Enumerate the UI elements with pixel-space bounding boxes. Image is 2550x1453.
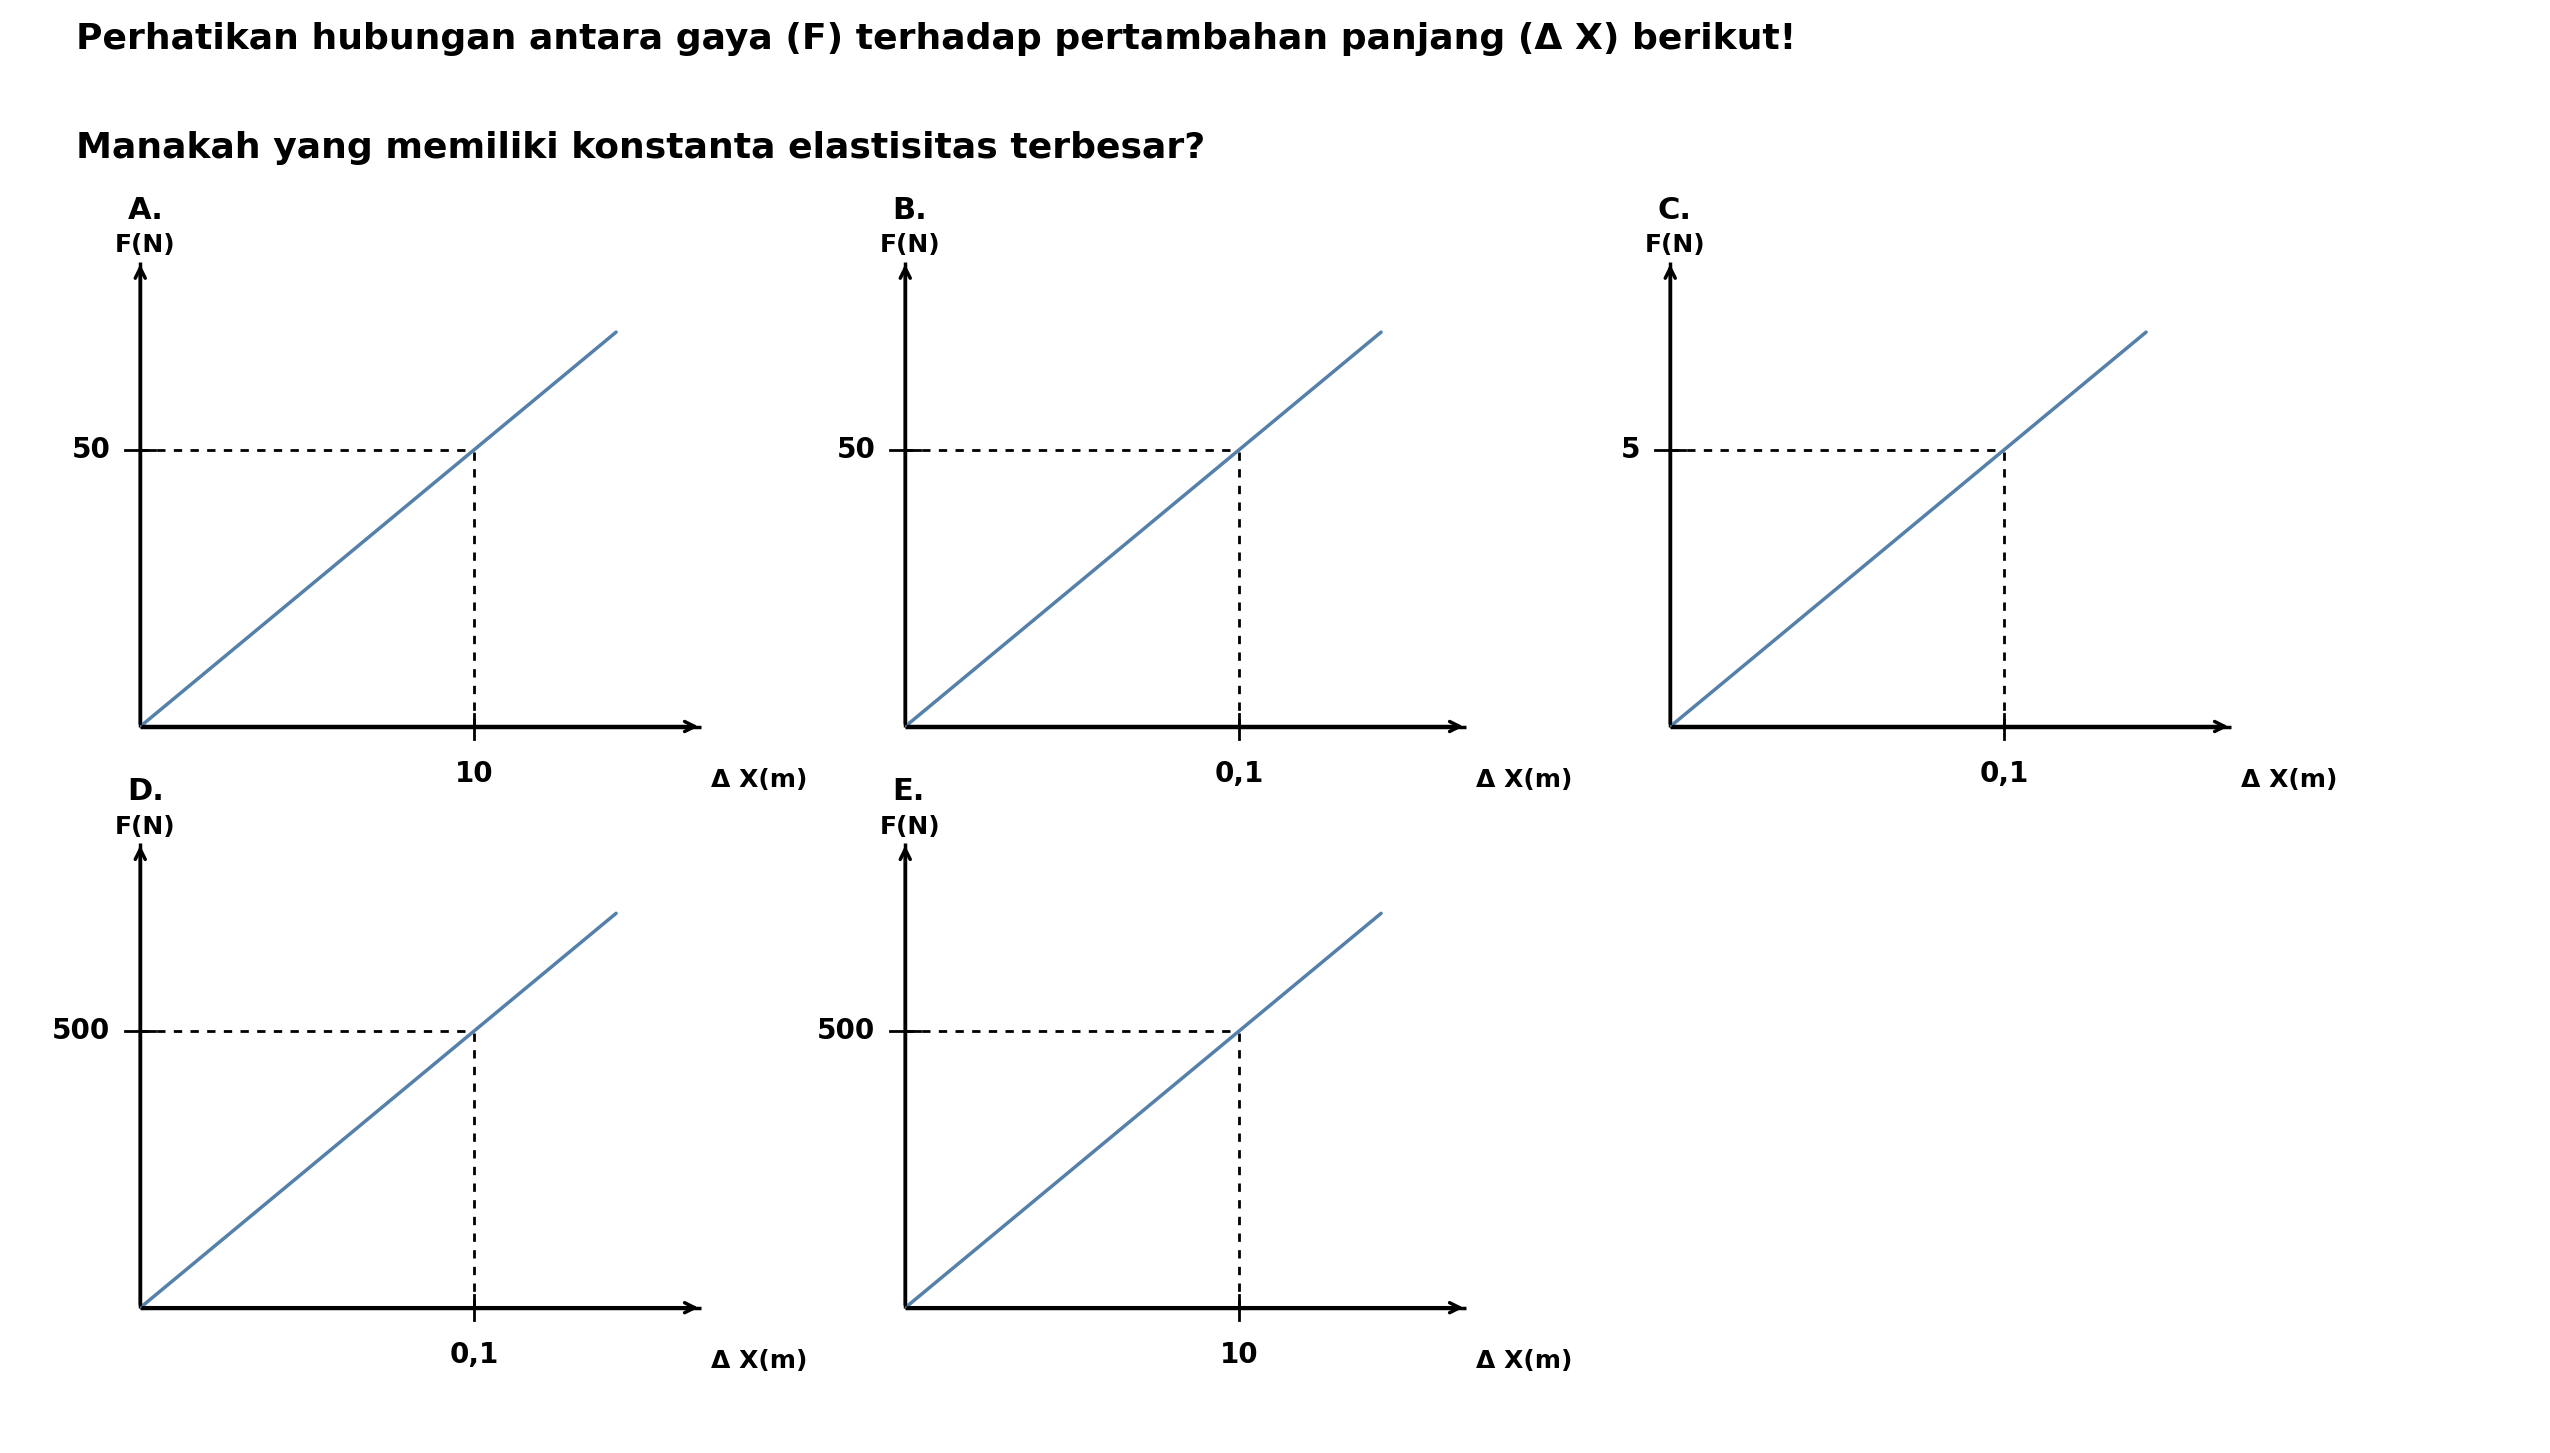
Text: 50: 50 <box>71 436 110 464</box>
Text: 500: 500 <box>51 1017 110 1045</box>
Text: D.: D. <box>128 777 163 806</box>
Text: F(N): F(N) <box>115 815 176 838</box>
Text: Δ X(m): Δ X(m) <box>711 769 808 792</box>
Text: E.: E. <box>892 777 926 806</box>
Text: Δ X(m): Δ X(m) <box>1476 769 1573 792</box>
Text: Δ X(m): Δ X(m) <box>711 1350 808 1373</box>
Text: 10: 10 <box>454 760 495 788</box>
Text: 500: 500 <box>816 1017 875 1045</box>
Text: 5: 5 <box>1622 436 1640 464</box>
Text: F(N): F(N) <box>1645 234 1706 257</box>
Text: Δ X(m): Δ X(m) <box>1476 1350 1573 1373</box>
Text: 10: 10 <box>1219 1341 1260 1369</box>
Text: F(N): F(N) <box>880 234 941 257</box>
Text: F(N): F(N) <box>115 234 176 257</box>
Text: Δ X(m): Δ X(m) <box>2241 769 2338 792</box>
Text: 50: 50 <box>836 436 875 464</box>
Text: 0,1: 0,1 <box>449 1341 500 1369</box>
Text: B.: B. <box>892 196 928 225</box>
Text: Manakah yang memiliki konstanta elastisitas terbesar?: Manakah yang memiliki konstanta elastisi… <box>76 131 1206 164</box>
Text: 0,1: 0,1 <box>1979 760 2030 788</box>
Text: A.: A. <box>128 196 163 225</box>
Text: Perhatikan hubungan antara gaya (F) terhadap pertambahan panjang (Δ X) berikut!: Perhatikan hubungan antara gaya (F) terh… <box>76 22 1798 55</box>
Text: C.: C. <box>1658 196 1691 225</box>
Text: F(N): F(N) <box>880 815 941 838</box>
Text: 0,1: 0,1 <box>1214 760 1265 788</box>
